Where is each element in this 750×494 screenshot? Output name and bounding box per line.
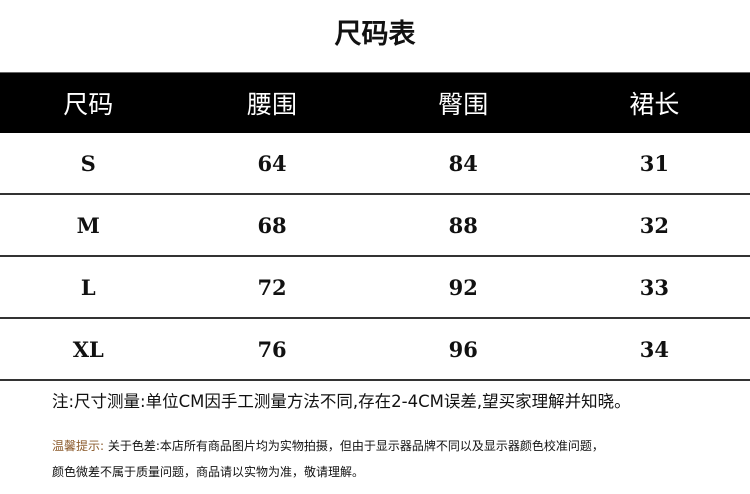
header-length: 裙长 xyxy=(629,90,680,119)
cell-size: M xyxy=(76,212,100,238)
size-table: 尺码 腰围 臀围 裙长 S 64 84 31 M 68 88 32 L 72 9… xyxy=(0,72,750,381)
table-header: 尺码 腰围 臀围 裙长 xyxy=(0,72,750,133)
tip-line-1: 温馨提示: 关于色差:本店所有商品图片均为实物拍摄，但由于显示器品牌不同以及显示… xyxy=(52,437,604,454)
cell-hip: 88 xyxy=(448,212,478,238)
cell-waist: 76 xyxy=(257,336,287,362)
tip-text-1: 关于色差:本店所有商品图片均为实物拍摄，但由于显示器品牌不同以及显示器颜色校准问… xyxy=(104,439,604,453)
cell-size: XL xyxy=(72,336,104,362)
header-hip: 臀围 xyxy=(438,90,489,119)
header-size: 尺码 xyxy=(63,90,114,119)
cell-length: 33 xyxy=(639,274,670,300)
cell-hip: 96 xyxy=(448,336,478,362)
cell-size: S xyxy=(80,150,96,176)
cell-hip: 92 xyxy=(448,274,478,300)
tip-label: 温馨提示: xyxy=(52,439,105,453)
cell-length: 31 xyxy=(639,150,670,176)
cell-length: 32 xyxy=(639,212,670,238)
cell-waist: 72 xyxy=(257,274,287,300)
cell-length: 34 xyxy=(639,336,670,362)
cell-hip: 84 xyxy=(448,150,478,176)
table-row: S 64 84 31 xyxy=(0,133,750,195)
tip-line-2: 颜色微差不属于质量问题，商品请以实物为准，敬请理解。 xyxy=(52,465,365,479)
page-title: 尺码表 xyxy=(334,19,416,50)
table-row: XL 76 96 34 xyxy=(0,319,750,381)
cell-waist: 68 xyxy=(257,212,287,238)
cell-size: L xyxy=(80,274,96,300)
table-row: M 68 88 32 xyxy=(0,195,750,257)
table-row: L 72 92 33 xyxy=(0,257,750,319)
cell-waist: 64 xyxy=(257,150,287,176)
header-waist: 腰围 xyxy=(247,90,298,119)
measurement-note: 注:尺寸测量:单位CM因手工测量方法不同,存在2-4CM误差,望买家理解并知晓。 xyxy=(52,392,631,411)
